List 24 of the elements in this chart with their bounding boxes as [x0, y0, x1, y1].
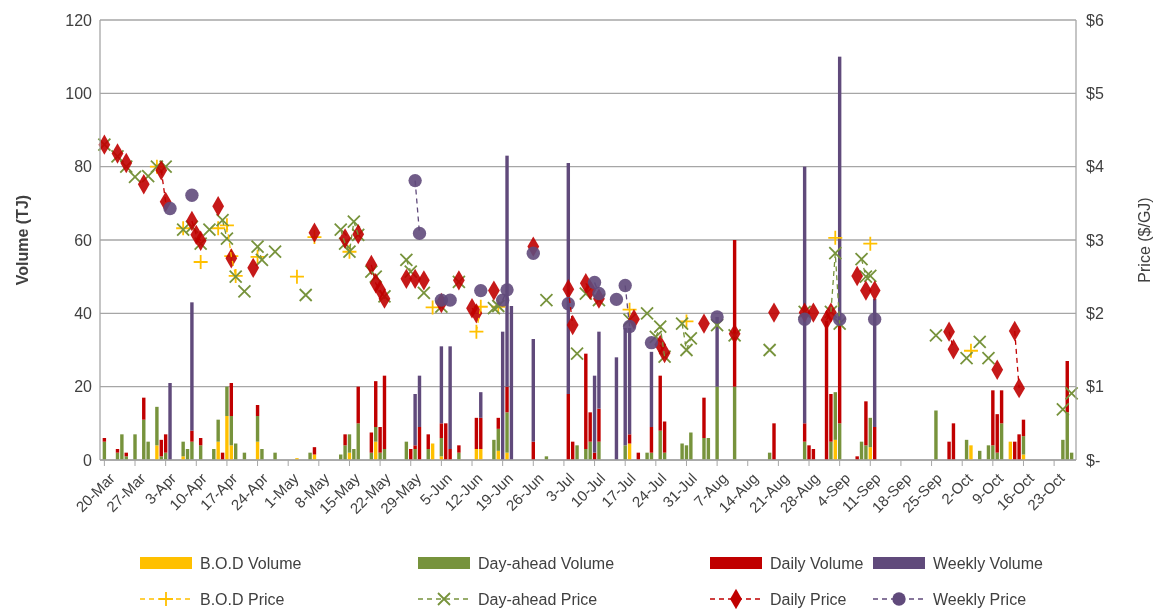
y-tick-label: 20: [74, 378, 93, 396]
legend-label: Daily Price: [770, 590, 847, 608]
y2-tick-label: $4: [1086, 158, 1104, 176]
y-tick-label: 80: [74, 158, 93, 176]
y-tick-label: 100: [65, 84, 93, 102]
y2-tick-label: $6: [1086, 11, 1104, 29]
y-tick-label: 0: [83, 451, 93, 469]
y-tick-label: 60: [74, 231, 93, 249]
legend-label: Daily Volume: [770, 554, 864, 572]
y-tick-label: 40: [74, 304, 93, 322]
y2-tick-label: $1: [1086, 378, 1104, 396]
y2-axis-title: Price ($/GJ): [1136, 197, 1153, 283]
y2-tick-label: $-: [1086, 451, 1101, 469]
y2-tick-label: $3: [1086, 231, 1104, 249]
legend-label: B.O.D Volume: [200, 554, 302, 572]
legend-label: Day-ahead Price: [478, 590, 598, 608]
y-axis-title: Volume (TJ): [14, 194, 31, 286]
y-tick-label: 120: [65, 11, 93, 29]
legend-label: Weekly Price: [933, 590, 1027, 608]
legend-label: Day-ahead Volume: [478, 554, 615, 572]
y2-tick-label: $5: [1086, 84, 1104, 102]
legend-label: B.O.D Price: [200, 590, 285, 608]
legend-label: Weekly Volume: [933, 554, 1044, 572]
y2-tick-label: $2: [1086, 304, 1104, 322]
